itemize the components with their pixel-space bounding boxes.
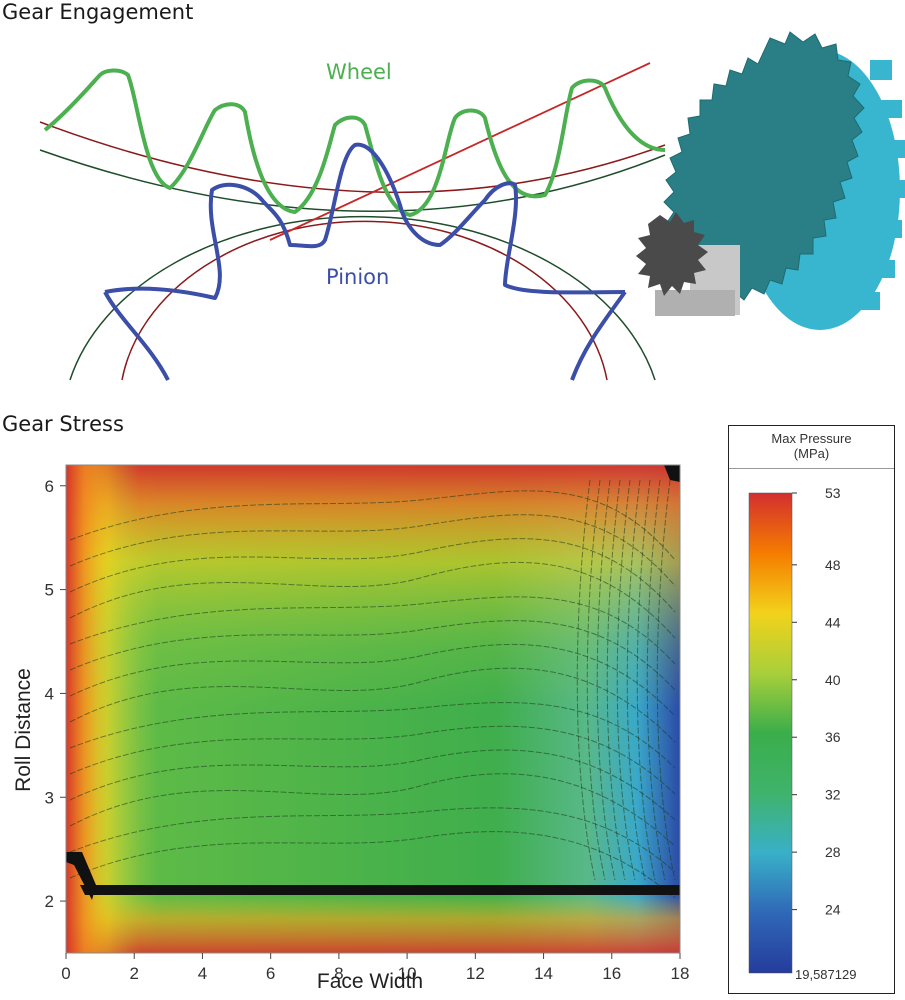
y-tick-label: 4 <box>45 684 54 703</box>
y-tick-label: 3 <box>45 788 54 807</box>
colorbar-tick-label: 28 <box>825 844 841 860</box>
colorbar-tick-label: 44 <box>825 614 841 630</box>
plot-frame <box>65 464 681 954</box>
contact-corner <box>66 852 96 900</box>
pinion-flank-right <box>570 290 627 381</box>
gear-engagement-diagram <box>39 31 905 381</box>
x-tick-label: 18 <box>671 964 690 983</box>
x-tick-label: 10 <box>398 964 417 983</box>
contour-line <box>636 479 656 881</box>
x-tick-label: 12 <box>466 964 485 983</box>
colorbar-tick-label: 53 <box>825 485 841 501</box>
contour-line <box>586 479 606 881</box>
contact-top-corner <box>664 465 680 482</box>
x-tick-label: 16 <box>602 964 621 983</box>
contour-line <box>69 667 676 743</box>
gear-stress-title: Gear Stress <box>2 412 124 436</box>
colorbar-tick-label: 24 <box>825 902 841 918</box>
contour-line <box>69 773 676 847</box>
pinion-flank-left <box>103 291 170 381</box>
x-tick-label: 2 <box>129 964 138 983</box>
stress-heatmap-chart: 0 2 4 6 8 10 12 14 16 18 2 3 4 5 6 Face Width Roll Di… <box>12 464 690 993</box>
contour-line <box>616 479 636 881</box>
contour-line <box>69 725 676 795</box>
colorbar-tick-label: 40 <box>825 672 841 688</box>
wheel-tooth-profile <box>43 68 666 217</box>
contour-line <box>646 479 666 881</box>
contour-line <box>626 479 646 881</box>
contour-line <box>656 479 676 881</box>
wheel-label: Wheel <box>326 60 392 84</box>
x-tick-label: 14 <box>534 964 553 983</box>
contour-line <box>596 479 616 881</box>
pitch-circle <box>121 220 608 381</box>
contour-line <box>69 514 676 587</box>
contour-line <box>69 596 676 665</box>
colorbar-title-line2: (MPa) <box>793 446 830 461</box>
x-tick-label: 0 <box>61 964 70 983</box>
x-tick-label: 6 <box>266 964 275 983</box>
contour-line <box>69 702 676 769</box>
contour-line <box>69 620 676 691</box>
wheel-pitch-arc <box>39 121 666 194</box>
contact-band <box>80 885 680 895</box>
contour-line <box>576 479 596 881</box>
pinion-label: Pinion <box>326 265 390 289</box>
contour-line <box>606 479 626 881</box>
contour-line <box>69 538 676 613</box>
colorbar-title-line1: Max Pressure <box>771 431 852 446</box>
colorbar-title: Max Pressure (MPa) <box>729 426 894 469</box>
contour-line <box>69 561 676 639</box>
colorbar: 53 48 44 40 36 32 28 24 19,587129 <box>748 485 856 982</box>
y-tick-label: 2 <box>45 892 54 911</box>
wheel-base-arc <box>39 149 666 212</box>
gear-engagement-title: Gear Engagement <box>2 0 194 24</box>
x-axis-label: Face Width <box>317 970 423 993</box>
colorbar-ramp <box>748 492 793 974</box>
colorbar-tick-label: 32 <box>825 787 841 803</box>
contour-line <box>69 490 676 561</box>
pinion-tooth-profile <box>104 142 626 300</box>
x-tick-label: 8 <box>334 964 343 983</box>
base-circle <box>69 215 656 381</box>
y-tick-label: 5 <box>45 581 54 600</box>
contour-line <box>69 749 676 821</box>
contour-line <box>69 831 676 899</box>
gear-3d-icon <box>636 31 905 330</box>
y-axis-label: Roll Distance <box>12 668 35 792</box>
y-tick-label: 6 <box>45 477 54 496</box>
colorbar-tick-label: 36 <box>825 729 841 745</box>
colorbar-min-label: 19,587129 <box>795 967 856 982</box>
colorbar-legend: Max Pressure (MPa) 53 48 44 40 36 32 28 24 19,58… <box>728 425 895 994</box>
x-tick-label: 4 <box>198 964 207 983</box>
colorbar-tick-label: 48 <box>825 557 841 573</box>
